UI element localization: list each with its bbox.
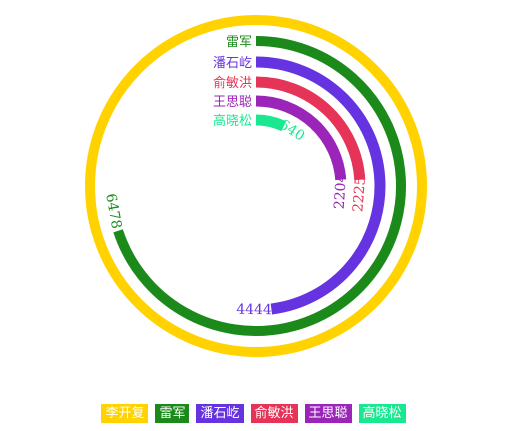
series-name-label: 高晓松 <box>213 113 252 129</box>
value-label: 4444 <box>236 302 272 319</box>
legend-item-李开复[interactable]: 李开复 <box>101 404 149 423</box>
legend-item-王思聪[interactable]: 王思聪 <box>304 404 352 423</box>
arc-潘石屹[interactable] <box>255 56 386 315</box>
value-label: 2225 <box>350 176 369 213</box>
series-name-label: 俞敏洪 <box>213 75 252 91</box>
value-label: 6478 <box>102 192 124 230</box>
legend-item-高晓松[interactable]: 高晓松 <box>358 404 406 423</box>
legend-item-俞敏洪[interactable]: 俞敏洪 <box>250 404 298 423</box>
arc-俞敏洪[interactable] <box>255 76 366 181</box>
series-name-label: 潘石屹 <box>213 56 252 71</box>
chart-legend: 李开复 雷军 潘石屹 俞敏洪 王思聪 高晓松 <box>0 404 507 426</box>
legend-item-潘石屹[interactable]: 潘石屹 <box>196 404 244 423</box>
arc-王思聪[interactable] <box>255 95 347 181</box>
legend-item-雷军[interactable]: 雷军 <box>155 404 190 423</box>
arc-李开复[interactable] <box>85 15 427 358</box>
arc-高晓松[interactable] <box>255 114 287 132</box>
value-label: 2204 <box>332 173 350 210</box>
series-name-label: 王思聪 <box>213 95 252 110</box>
arc-雷军[interactable] <box>113 36 406 336</box>
series-name-label: 雷军 <box>226 35 252 50</box>
